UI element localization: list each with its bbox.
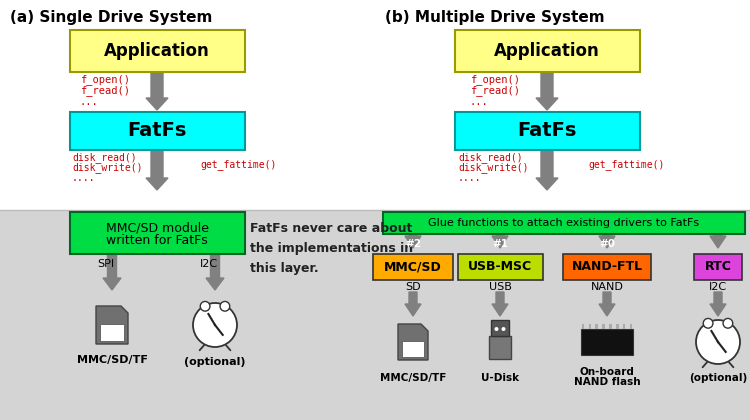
- Text: NAND: NAND: [590, 282, 623, 292]
- Bar: [616, 324, 619, 329]
- Text: I2C: I2C: [200, 259, 218, 269]
- Text: ...: ...: [80, 97, 99, 107]
- Polygon shape: [599, 234, 615, 248]
- Text: MMC/SD/TF: MMC/SD/TF: [76, 355, 148, 365]
- Text: FatFs: FatFs: [518, 121, 577, 141]
- Polygon shape: [206, 254, 224, 290]
- Circle shape: [502, 327, 506, 331]
- Text: (b) Multiple Drive System: (b) Multiple Drive System: [385, 10, 604, 25]
- Text: FatFs never care about
the implementations in
this layer.: FatFs never care about the implementatio…: [250, 222, 413, 275]
- Bar: [581, 329, 633, 355]
- Polygon shape: [536, 150, 558, 190]
- Text: get_fattime(): get_fattime(): [200, 160, 276, 171]
- Text: (optional): (optional): [688, 373, 747, 383]
- Polygon shape: [103, 254, 121, 290]
- Bar: [458, 254, 542, 280]
- Polygon shape: [405, 292, 421, 316]
- Bar: [402, 341, 424, 357]
- Text: (optional): (optional): [184, 357, 246, 367]
- Text: f_read(): f_read(): [470, 86, 520, 97]
- Polygon shape: [599, 292, 615, 316]
- Bar: [70, 212, 245, 254]
- Text: get_fattime(): get_fattime(): [588, 160, 664, 171]
- Polygon shape: [710, 292, 726, 316]
- Text: USB-MSC: USB-MSC: [468, 260, 532, 273]
- Polygon shape: [96, 306, 128, 344]
- Text: MMC/SD: MMC/SD: [384, 260, 442, 273]
- Circle shape: [696, 320, 740, 364]
- Polygon shape: [146, 72, 168, 110]
- Bar: [373, 254, 453, 280]
- Circle shape: [200, 302, 210, 311]
- Bar: [70, 112, 245, 150]
- Bar: [630, 324, 632, 329]
- Text: #1: #1: [492, 239, 508, 249]
- Bar: [455, 112, 640, 150]
- Polygon shape: [536, 72, 558, 110]
- Bar: [563, 254, 651, 280]
- Text: ...: ...: [470, 97, 489, 107]
- Bar: [70, 30, 245, 72]
- Text: #2: #2: [405, 239, 421, 249]
- Circle shape: [193, 303, 237, 347]
- Bar: [589, 324, 591, 329]
- Text: RTC: RTC: [704, 260, 731, 273]
- Bar: [455, 30, 640, 72]
- Text: f_open(): f_open(): [80, 74, 130, 85]
- Circle shape: [220, 302, 230, 311]
- Text: disk_write(): disk_write(): [458, 163, 529, 173]
- Bar: [609, 324, 612, 329]
- Bar: [602, 324, 604, 329]
- Polygon shape: [492, 234, 508, 248]
- Polygon shape: [146, 150, 168, 190]
- Text: NAND-FTL: NAND-FTL: [572, 260, 643, 273]
- Text: Application: Application: [104, 42, 210, 60]
- Text: f_read(): f_read(): [80, 86, 130, 97]
- Text: I2C: I2C: [709, 282, 727, 292]
- Text: disk_read(): disk_read(): [458, 152, 523, 163]
- Bar: [596, 324, 598, 329]
- Circle shape: [704, 318, 713, 328]
- Text: NAND flash: NAND flash: [574, 377, 640, 387]
- Polygon shape: [492, 292, 508, 316]
- Text: SD: SD: [405, 282, 421, 292]
- Bar: [489, 336, 511, 359]
- Text: MMC/SD/TF: MMC/SD/TF: [380, 373, 446, 383]
- Text: written for FatFs: written for FatFs: [106, 234, 208, 247]
- Circle shape: [494, 327, 499, 331]
- Text: (a) Single Drive System: (a) Single Drive System: [10, 10, 212, 25]
- Bar: [0, 210, 750, 420]
- Bar: [100, 324, 124, 341]
- Text: Application: Application: [494, 42, 600, 60]
- Text: USB: USB: [488, 282, 512, 292]
- Text: FatFs: FatFs: [128, 121, 187, 141]
- Text: On-board: On-board: [580, 367, 634, 377]
- Bar: [0, 0, 750, 210]
- Bar: [582, 324, 584, 329]
- Bar: [623, 324, 626, 329]
- Text: disk_write(): disk_write(): [72, 163, 142, 173]
- Polygon shape: [710, 234, 726, 248]
- Polygon shape: [398, 324, 428, 360]
- Text: disk_read(): disk_read(): [72, 152, 136, 163]
- Polygon shape: [405, 234, 421, 248]
- Bar: [383, 212, 745, 234]
- Text: U-Disk: U-Disk: [481, 373, 519, 383]
- Text: MMC/SD module: MMC/SD module: [106, 221, 208, 234]
- Text: ....: ....: [72, 173, 95, 183]
- Text: SPI: SPI: [97, 259, 114, 269]
- Text: ....: ....: [458, 173, 482, 183]
- Circle shape: [723, 318, 733, 328]
- Text: #0: #0: [599, 239, 615, 249]
- Bar: [694, 254, 742, 280]
- Text: Glue functions to attach existing drivers to FatFs: Glue functions to attach existing driver…: [428, 218, 700, 228]
- Bar: [491, 320, 508, 336]
- Text: f_open(): f_open(): [470, 74, 520, 85]
